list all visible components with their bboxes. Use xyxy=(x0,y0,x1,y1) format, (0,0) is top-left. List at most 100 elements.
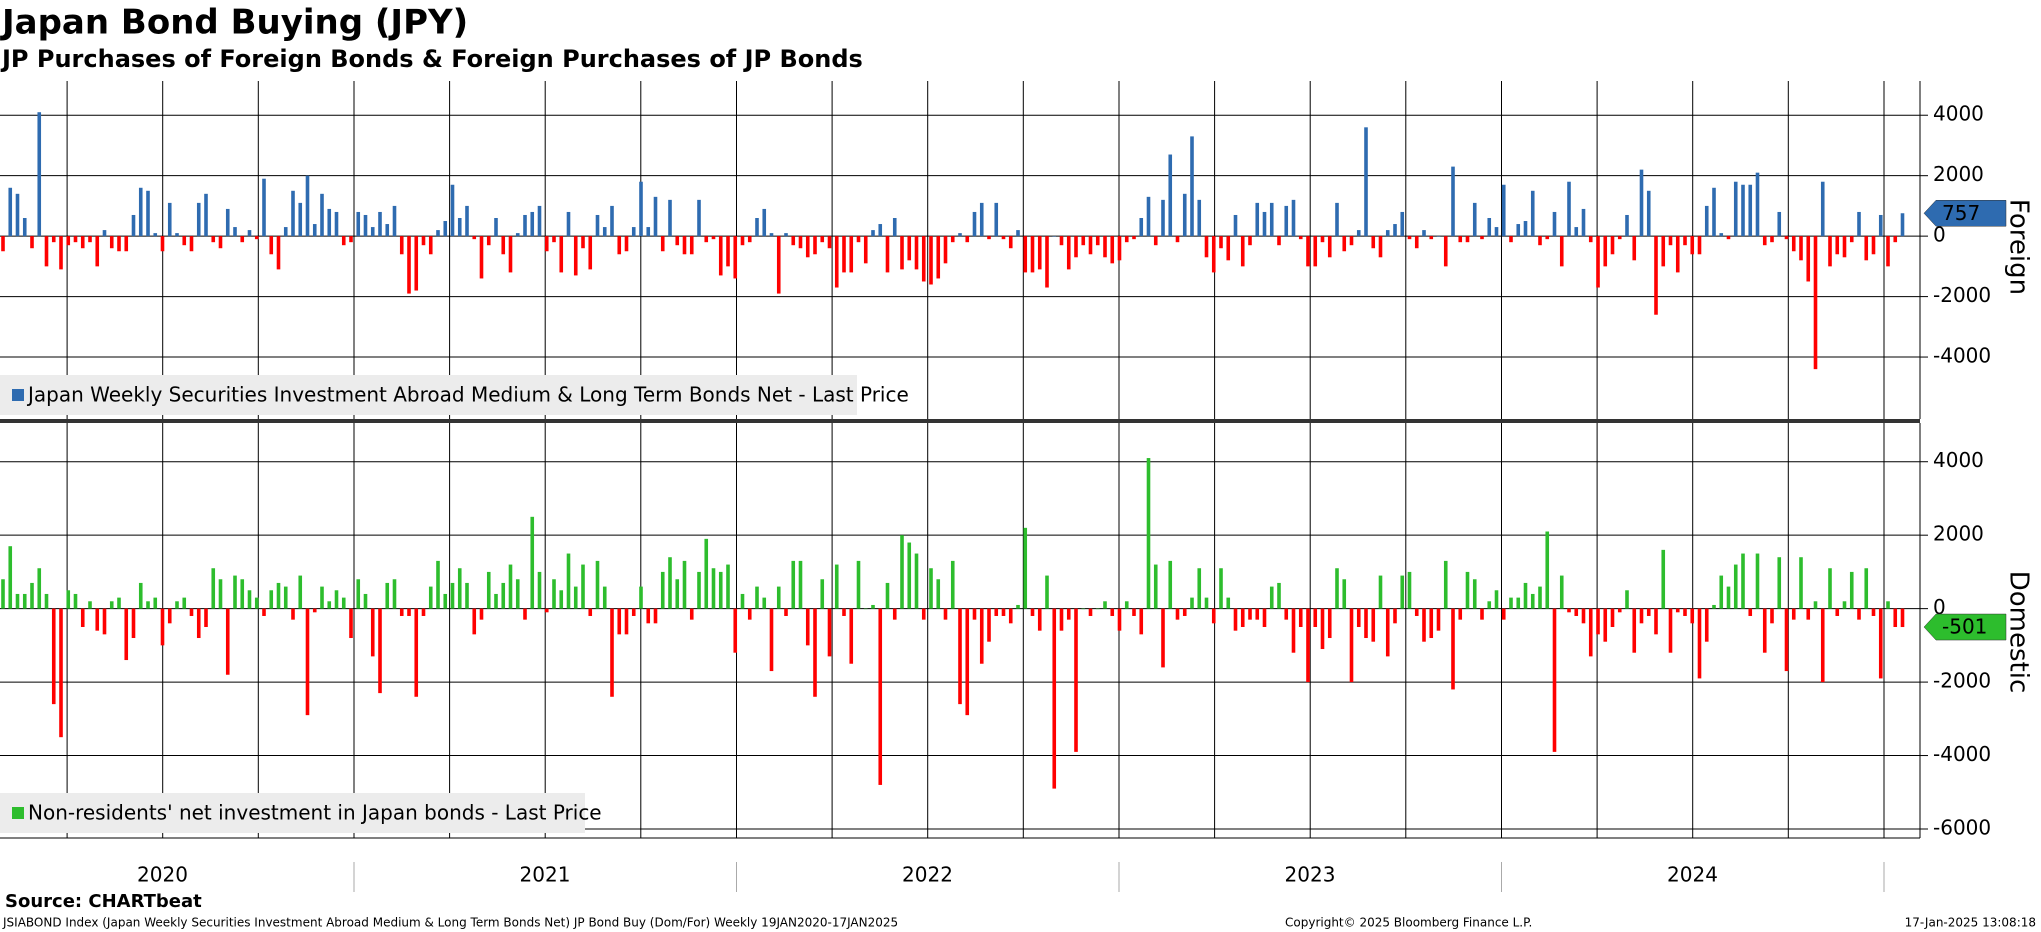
bar xyxy=(1008,608,1013,624)
bar xyxy=(1683,236,1687,246)
y-tick-label: 0 xyxy=(1933,223,1946,247)
bar xyxy=(1422,608,1426,642)
bar xyxy=(1313,608,1318,627)
legend-box xyxy=(0,375,857,415)
bar xyxy=(1132,236,1136,240)
bar xyxy=(1269,202,1274,237)
bar xyxy=(776,236,781,294)
bar xyxy=(341,597,346,609)
bar xyxy=(1871,608,1876,616)
bar xyxy=(1719,233,1724,237)
bar xyxy=(1784,236,1789,240)
bar xyxy=(1697,236,1702,255)
bar xyxy=(987,236,991,240)
bar xyxy=(958,608,962,705)
bar xyxy=(80,236,85,249)
bar xyxy=(595,560,600,609)
bar xyxy=(494,593,498,609)
bar xyxy=(298,202,303,237)
y-tick-label: 2000 xyxy=(1933,162,1984,186)
bar xyxy=(1320,236,1325,243)
bar xyxy=(1132,608,1136,616)
bar xyxy=(1001,236,1006,240)
bar xyxy=(936,579,941,609)
bar xyxy=(842,236,846,273)
bar xyxy=(1741,553,1745,609)
bar xyxy=(1407,571,1412,609)
last-value-label: 757 xyxy=(1942,201,1980,225)
bar xyxy=(407,608,411,616)
bar xyxy=(1857,211,1861,237)
bar xyxy=(356,579,361,609)
bar xyxy=(1248,236,1252,246)
y-tick-label: -6000 xyxy=(1933,816,1991,840)
bar xyxy=(1733,181,1738,237)
bar xyxy=(849,608,854,664)
bar xyxy=(1436,236,1441,237)
bar xyxy=(1016,230,1020,237)
bar xyxy=(711,568,716,609)
bar xyxy=(523,214,527,237)
y-tick-label: 2000 xyxy=(1933,522,1984,546)
timestamp: 17-Jan-2025 13:08:18 xyxy=(1905,916,2036,930)
bar xyxy=(247,590,252,609)
bar xyxy=(465,582,469,609)
bar xyxy=(88,236,92,243)
legend-label: Non-residents' net investment in Japan b… xyxy=(28,801,602,825)
bar xyxy=(240,236,245,243)
bar xyxy=(834,236,839,288)
bar xyxy=(1146,196,1151,237)
bar xyxy=(943,608,948,620)
bar xyxy=(1596,236,1600,288)
bar xyxy=(254,236,259,240)
bar xyxy=(849,236,854,273)
bar xyxy=(943,236,948,264)
bar xyxy=(718,236,723,276)
bar xyxy=(247,230,252,237)
bar xyxy=(501,582,506,609)
bar xyxy=(1429,236,1434,240)
bar xyxy=(1066,236,1071,270)
bar xyxy=(102,230,107,237)
bar xyxy=(1,236,5,252)
bar xyxy=(1639,169,1644,237)
bar xyxy=(1414,608,1419,616)
bar xyxy=(1175,236,1180,243)
bar xyxy=(784,233,788,237)
bar xyxy=(291,190,295,237)
bar xyxy=(1306,608,1310,683)
bar xyxy=(530,211,535,237)
bar xyxy=(1813,601,1818,609)
bar xyxy=(1617,608,1622,613)
bar xyxy=(44,593,49,609)
bar xyxy=(305,175,310,237)
bar xyxy=(791,560,796,609)
bar xyxy=(1762,608,1767,653)
bar xyxy=(1204,236,1209,258)
bar xyxy=(537,571,542,609)
bar xyxy=(1878,214,1883,237)
bar xyxy=(1059,608,1064,631)
bar xyxy=(1124,601,1129,609)
bar xyxy=(465,205,469,237)
bar xyxy=(356,211,361,237)
bar xyxy=(1545,531,1550,609)
bar xyxy=(131,214,136,237)
bar xyxy=(682,560,687,609)
bar xyxy=(189,608,194,616)
bar xyxy=(1632,236,1637,261)
bar xyxy=(428,236,433,255)
bar xyxy=(653,196,658,237)
bar xyxy=(1625,214,1629,237)
bar xyxy=(530,516,535,609)
last-value-tag xyxy=(1923,200,2007,227)
bar xyxy=(378,608,382,694)
bar xyxy=(1233,214,1238,237)
bar xyxy=(1429,608,1434,639)
bar xyxy=(617,608,622,635)
bar xyxy=(1284,608,1289,620)
bar xyxy=(1168,560,1173,609)
bar xyxy=(755,586,759,609)
bar xyxy=(1364,127,1368,237)
bar xyxy=(1335,568,1339,609)
